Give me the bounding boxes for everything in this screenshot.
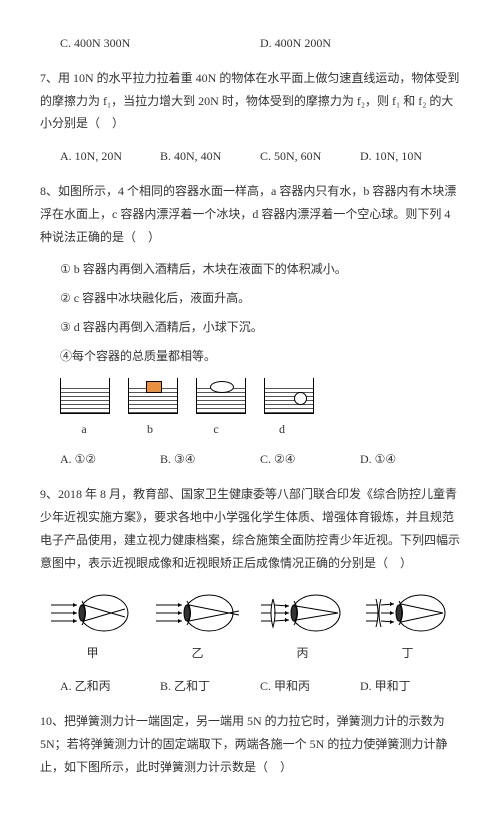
label-bing: 丙 — [258, 642, 348, 665]
label-yi: 乙 — [153, 642, 243, 665]
q8-s3: ③ d 容器内再倒入酒精后，小球下沉。 — [60, 316, 460, 339]
q10-text: 10、把弹簧测力计一端固定，另一端用 5N 的力拉它时，弹簧测力计的示数为 5N… — [40, 710, 460, 778]
q9-text: 9、2018 年 8 月，教育部、国家卫生健康委等八部门联合印发《综合防控儿童青… — [40, 483, 460, 574]
q6-options-cd: C. 400N 300N D. 400N 200N — [60, 32, 460, 55]
q7-opt-a: A. 10N, 20N — [60, 145, 160, 168]
container-c — [196, 378, 246, 414]
eye-bing — [258, 588, 348, 638]
container-d — [264, 378, 314, 414]
q6-opt-d: D. 400N 200N — [260, 32, 460, 55]
q9-figures — [40, 588, 460, 638]
q8-options: A. ①② B. ③④ C. ②④ D. ①④ — [60, 448, 460, 471]
eye-jia — [48, 588, 138, 638]
q8-s2: ② c 容器中冰块融化后，液面升高。 — [60, 287, 460, 310]
label-b: b — [126, 418, 174, 441]
label-d: d — [258, 418, 306, 441]
q6-opt-c: C. 400N 300N — [60, 32, 260, 55]
hollow-ball — [294, 392, 307, 405]
q7-opt-c: C. 50N, 60N — [260, 145, 360, 168]
container-a — [60, 378, 110, 414]
label-ding: 丁 — [363, 642, 453, 665]
q8-opt-c: C. ②④ — [260, 448, 360, 471]
eye-ding — [363, 588, 453, 638]
label-jia: 甲 — [48, 642, 138, 665]
q7-opt-d: D. 10N, 10N — [360, 145, 460, 168]
q9-opt-b: B. 乙和丁 — [160, 675, 260, 698]
q8-s1: ① b 容器内再倒入酒精后，木块在液面下的体积减小。 — [60, 258, 460, 281]
q8-figures — [60, 378, 460, 414]
q8-opt-a: A. ①② — [60, 448, 160, 471]
q8-opt-d: D. ①④ — [360, 448, 460, 471]
q8-fig-labels: a b c d — [60, 418, 460, 441]
q8-text: 8、如图所示，4 个相同的容器水面一样高，a 容器内只有水，b 容器内有木块漂浮… — [40, 180, 460, 248]
q8-opt-b: B. ③④ — [160, 448, 260, 471]
ice-block — [210, 381, 234, 393]
q9-opt-c: C. 甲和丙 — [260, 675, 360, 698]
q9-opt-d: D. 甲和丁 — [360, 675, 460, 698]
q8-s4: ④每个容器的总质量都相等。 — [60, 345, 460, 368]
label-c: c — [192, 418, 240, 441]
q9-options: A. 乙和丙 B. 乙和丁 C. 甲和丙 D. 甲和丁 — [60, 675, 460, 698]
q7-opt-b: B. 40N, 40N — [160, 145, 260, 168]
container-b — [128, 378, 178, 414]
q7-text: 7、用 10N 的水平拉力拉着重 40N 的物体在水平面上做匀速直线运动，物体受… — [40, 67, 460, 135]
label-a: a — [60, 418, 108, 441]
q9-fig-labels: 甲 乙 丙 丁 — [40, 642, 460, 665]
wood-block — [146, 381, 162, 393]
eye-yi — [153, 588, 243, 638]
q9-opt-a: A. 乙和丙 — [60, 675, 160, 698]
q7-options: A. 10N, 20N B. 40N, 40N C. 50N, 60N D. 1… — [60, 145, 460, 168]
